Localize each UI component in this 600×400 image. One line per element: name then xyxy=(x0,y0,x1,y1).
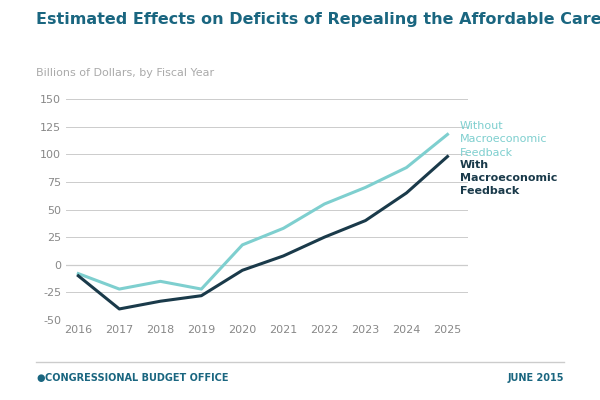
Text: ●: ● xyxy=(36,373,44,383)
Text: JUNE 2015: JUNE 2015 xyxy=(508,373,564,383)
Text: With
Macroeconomic
Feedback: With Macroeconomic Feedback xyxy=(460,160,557,196)
Text: Without
Macroeconomic
Feedback: Without Macroeconomic Feedback xyxy=(460,121,547,158)
Text: CONGRESSIONAL BUDGET OFFICE: CONGRESSIONAL BUDGET OFFICE xyxy=(45,373,229,383)
Text: Estimated Effects on Deficits of Repealing the Affordable Care Act: Estimated Effects on Deficits of Repeali… xyxy=(36,12,600,27)
Text: Billions of Dollars, by Fiscal Year: Billions of Dollars, by Fiscal Year xyxy=(36,68,214,78)
